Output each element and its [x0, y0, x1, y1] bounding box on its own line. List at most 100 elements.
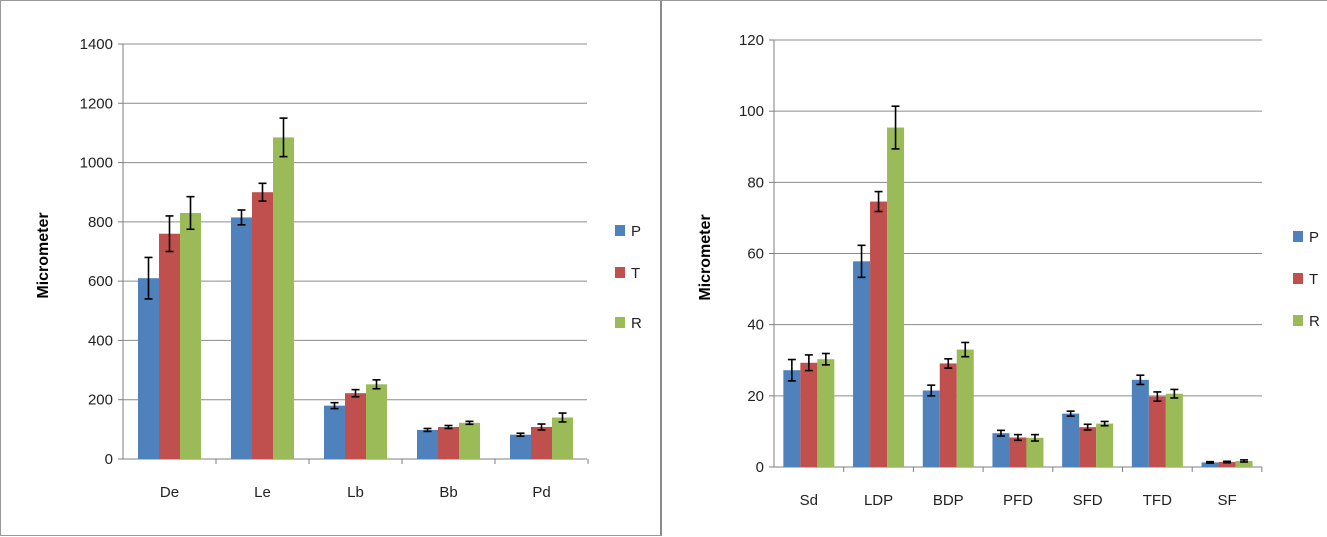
error-bar-r-sf: [1240, 459, 1249, 463]
error-bar-r-lb: [372, 379, 381, 390]
y-tick-label: 200: [88, 392, 113, 409]
error-bar-t-de: [165, 215, 174, 253]
y-tick-label: 100: [739, 103, 764, 120]
error-bar-p-de: [144, 256, 153, 300]
bar-r-bdp: [956, 349, 974, 467]
y-tick-label: 0: [756, 459, 764, 476]
bar-p-bb: [417, 429, 438, 459]
error-bar-t-tfd: [1153, 391, 1162, 402]
x-tick-label-lb: Lb: [347, 484, 364, 501]
bar-t-de: [159, 233, 180, 459]
error-bar-r-de: [186, 195, 195, 231]
legend-swatch-p: [1293, 231, 1303, 242]
bar-p-ldp: [853, 261, 871, 467]
bar-r-sf: [1235, 460, 1253, 467]
bar-t-pd: [531, 426, 552, 459]
error-bar-p-sf: [1206, 460, 1215, 464]
bar-p-le: [231, 217, 252, 459]
error-bar-p-ldp: [857, 244, 866, 279]
error-bar-t-pd: [537, 423, 546, 431]
bar-t-le: [252, 192, 273, 459]
error-bar-t-ldp: [874, 190, 883, 213]
x-tick-label-bdp: BDP: [933, 492, 964, 509]
error-bar-r-ldp: [891, 105, 900, 150]
bar-p-de: [138, 278, 159, 459]
bar-r-sfd: [1096, 423, 1114, 467]
error-bar-r-sfd: [1100, 420, 1109, 427]
error-bar-r-tfd: [1170, 388, 1179, 399]
bar-r-pfd: [1026, 437, 1044, 467]
error-bar-t-sd: [804, 354, 813, 372]
bar-r-de: [180, 212, 201, 459]
bar-t-pfd: [1009, 437, 1027, 467]
legend-label-r: R: [631, 315, 642, 332]
y-tick-label: 120: [739, 32, 764, 49]
error-bar-p-tfd: [1136, 374, 1145, 386]
legend-label-t: T: [1309, 271, 1318, 288]
error-bar-t-pfd: [1013, 433, 1022, 442]
bar-r-lb: [366, 384, 387, 459]
y-tick-label: 0: [105, 451, 113, 468]
x-tick-label-ldp: LDP: [864, 492, 893, 509]
error-bar-r-pfd: [1030, 433, 1039, 442]
bar-r-le: [273, 137, 294, 459]
bar-t-bdp: [939, 363, 957, 467]
y-axis-label: Micrometer: [35, 212, 52, 298]
y-tick-label: 60: [747, 246, 764, 263]
error-bar-p-bb: [423, 427, 432, 433]
x-tick-label-sfd: SFD: [1073, 492, 1103, 509]
bar-t-ldp: [870, 201, 888, 467]
error-bar-r-pd: [558, 412, 567, 423]
bar-p-pd: [510, 434, 531, 459]
bar-t-bb: [438, 426, 459, 459]
bar-r-tfd: [1165, 393, 1183, 467]
error-bar-t-sfd: [1083, 423, 1092, 431]
y-tick-label: 600: [88, 273, 113, 290]
error-bar-r-bdp: [961, 341, 970, 358]
bar-r-pd: [552, 417, 573, 459]
bar-r-bb: [459, 422, 480, 459]
error-bar-t-bb: [444, 424, 453, 430]
legend-label-t: T: [631, 265, 640, 282]
error-bar-p-pfd: [996, 429, 1005, 437]
error-bar-p-sd: [787, 358, 796, 382]
x-tick-label-bb: Bb: [439, 484, 457, 501]
error-bar-t-le: [258, 182, 267, 202]
bar-p-sfd: [1062, 413, 1080, 467]
y-tick-label: 1000: [80, 155, 113, 172]
bar-t-sf: [1218, 462, 1236, 467]
bar-p-sd: [783, 370, 801, 467]
y-tick-label: 800: [88, 214, 113, 231]
y-tick-label: 40: [747, 317, 764, 334]
x-tick-label-de: De: [160, 484, 179, 501]
bar-p-sf: [1201, 462, 1219, 467]
error-bar-r-sd: [821, 352, 830, 366]
y-tick-label: 80: [747, 174, 764, 191]
right-bar-chart: 0 20 40 60 80 100 120 Micrometer Sd LDP BDP PFD SFD T…: [697, 32, 1320, 509]
error-bar-p-bdp: [927, 384, 936, 397]
y-tick-label: 1200: [80, 95, 113, 112]
error-bar-p-sfd: [1066, 410, 1075, 417]
y-tick-label: 400: [88, 332, 113, 349]
x-tick-label-pfd: PFD: [1003, 492, 1033, 509]
error-bar-r-le: [279, 117, 288, 158]
bar-p-bdp: [922, 390, 940, 467]
error-bar-r-bb: [465, 420, 474, 426]
legend-swatch-p: [615, 225, 625, 236]
legend-swatch-t: [1293, 273, 1303, 284]
error-bar-t-lb: [351, 388, 360, 398]
bar-r-ldp: [887, 127, 905, 467]
legend-label-p: P: [1309, 229, 1319, 246]
error-bar-p-pd: [516, 432, 525, 437]
bar-t-sd: [800, 362, 818, 467]
bar-r-sd: [817, 359, 835, 467]
x-tick-label-pd: Pd: [532, 484, 550, 501]
bar-p-pfd: [992, 433, 1010, 467]
bar-p-tfd: [1131, 379, 1149, 467]
x-tick-label-tfd: TFD: [1143, 492, 1172, 509]
legend-swatch-r: [1293, 315, 1303, 326]
x-tick-label-sd: Sd: [800, 492, 818, 509]
y-tick-label: 20: [747, 388, 764, 405]
bar-t-sfd: [1079, 427, 1097, 467]
right-chart-panel: 0 20 40 60 80 100 120 Micrometer Sd LDP BDP PFD SFD T…: [662, 0, 1327, 536]
